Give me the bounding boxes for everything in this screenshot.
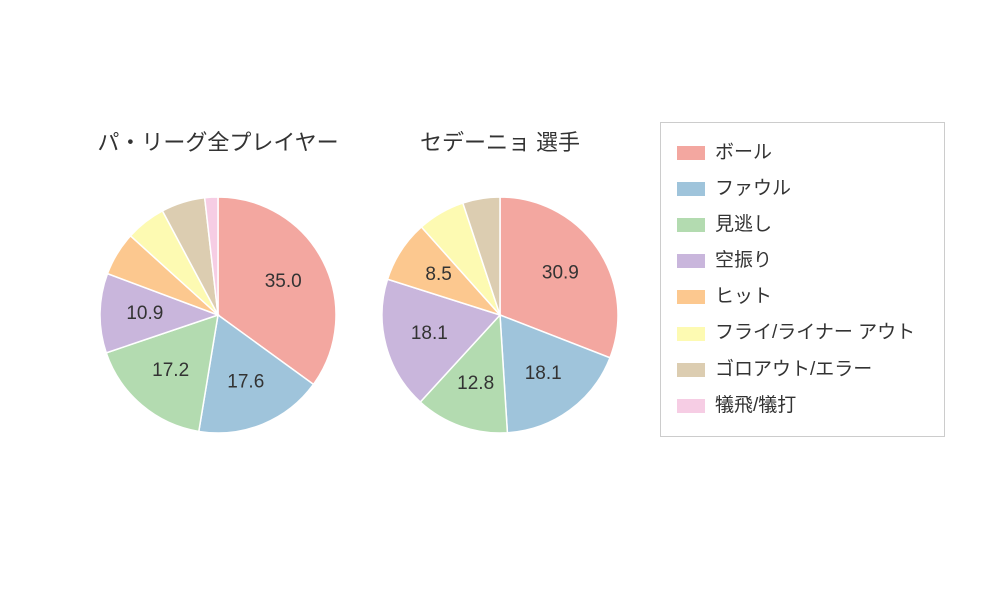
legend-label-fly_liner: フライ/ライナー アウト bbox=[715, 315, 915, 351]
pie-label-league-ball: 35.0 bbox=[265, 271, 302, 292]
pie-label-player-foul: 18.1 bbox=[525, 363, 562, 384]
legend-label-ground_err: ゴロアウト/エラー bbox=[715, 352, 872, 388]
legend-item-hit: ヒット bbox=[677, 279, 928, 315]
pie-label-league-foul: 17.6 bbox=[227, 372, 264, 393]
legend-item-looking: 見逃し bbox=[677, 207, 928, 243]
chart-stage: パ・リーグ全プレイヤーセデーニョ 選手 35.0 17.6 17.2 10.9 30.9 1… bbox=[0, 0, 1000, 600]
legend-swatch-hit bbox=[677, 290, 705, 304]
legend-item-ground_err: ゴロアウト/エラー bbox=[677, 352, 928, 388]
chart-title-player: セデーニョ 選手 bbox=[350, 125, 650, 157]
pie-label-player-hit: 8.5 bbox=[425, 264, 451, 285]
legend-swatch-foul bbox=[677, 182, 705, 196]
legend-item-foul: ファウル bbox=[677, 171, 928, 207]
legend: ボールファウル見逃し空振りヒットフライ/ライナー アウトゴロアウト/エラー犠飛/… bbox=[660, 122, 945, 437]
legend-swatch-ground_err bbox=[677, 363, 705, 377]
legend-swatch-fly_liner bbox=[677, 327, 705, 341]
legend-swatch-looking bbox=[677, 218, 705, 232]
legend-swatch-sac bbox=[677, 399, 705, 413]
legend-label-swing_miss: 空振り bbox=[715, 243, 772, 279]
legend-item-ball: ボール bbox=[677, 135, 928, 171]
legend-item-swing_miss: 空振り bbox=[677, 243, 928, 279]
legend-label-looking: 見逃し bbox=[715, 207, 772, 243]
legend-label-sac: 犠飛/犠打 bbox=[715, 388, 796, 424]
legend-label-hit: ヒット bbox=[715, 279, 772, 315]
pie-label-league-looking: 17.2 bbox=[152, 360, 189, 381]
legend-label-foul: ファウル bbox=[715, 171, 791, 207]
pie-league: 35.0 17.6 17.2 10.9 bbox=[98, 195, 338, 435]
chart-title-league: パ・リーグ全プレイヤー bbox=[68, 125, 368, 157]
legend-item-sac: 犠飛/犠打 bbox=[677, 388, 928, 424]
legend-item-fly_liner: フライ/ライナー アウト bbox=[677, 315, 928, 351]
pie-label-player-looking: 12.8 bbox=[457, 373, 494, 394]
legend-label-ball: ボール bbox=[715, 135, 772, 171]
pie-label-player-ball: 30.9 bbox=[542, 263, 579, 284]
pie-label-league-swing_miss: 10.9 bbox=[126, 303, 163, 324]
legend-swatch-swing_miss bbox=[677, 254, 705, 268]
pie-label-player-swing_miss: 18.1 bbox=[411, 323, 448, 344]
legend-swatch-ball bbox=[677, 146, 705, 160]
pie-player: 30.9 18.1 12.8 18.1 8.5 bbox=[380, 195, 620, 435]
